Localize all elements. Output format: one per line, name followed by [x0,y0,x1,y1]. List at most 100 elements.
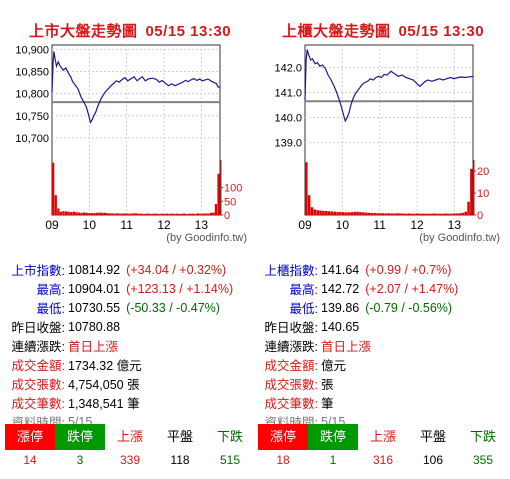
stat-label: 上櫃指數: [264,264,318,278]
breadth-header-limit-down: 跌停 [55,424,105,450]
volume-bar [401,213,405,215]
breadth-value-limit-down: 1 [329,453,337,467]
volume-bar [163,213,166,215]
stat-value: 億元 [321,359,347,373]
stat-row: 最低: 10730.55 (-50.33 / -0.47%) [5,298,255,317]
x-tick-label: 10 [83,218,97,232]
volume-bar [152,213,156,215]
volume-bar [114,213,117,215]
volume-bar [450,213,453,215]
twse-stats: 上市指數: 10814.92 (+34.04 / +0.32%) 最高: 10904.0… [5,260,255,431]
stat-row: 成交張數: 4,754,050 張 [5,374,255,393]
volume-bar [116,213,119,215]
breadth-header-advancers: 上漲 [116,429,143,444]
twse-intraday-chart: 09 10 11 12 13 10,700 10,750 10,800 10,850 10,900… [15,44,242,232]
tpex-intraday-chart: 09 10 11 12 13 139.0 140.0 141.0 142.0 0 10 20 [274,44,489,232]
breadth-value-limit-up: 14 [23,453,37,467]
volume-tick-label: 100 [224,183,242,195]
volume-bar [72,211,75,215]
stat-label: 成交張數: [11,378,65,392]
stat-row: 成交張數: 張 [258,374,508,393]
volume-bar [416,213,419,215]
breadth-value-decliners: 355 [472,453,494,467]
volume-bar [124,213,127,215]
stat-row: 昨日收盤: 140.65 [258,317,508,336]
volume-bar [134,213,137,215]
volume-bar [170,213,174,215]
stat-change: (+34.04 / +0.32%) [126,262,227,277]
x-tick-label: 12 [157,218,171,232]
volume-bar [407,213,411,215]
stat-change: (+123.13 / +1.14%) [126,281,234,296]
volume-bar [316,210,319,215]
y-tick-label: 142.0 [274,63,302,75]
stat-value: 張 [321,378,334,392]
stat-row: 昨日收盤: 10780.88 [5,317,255,336]
volume-bar [52,162,55,215]
stat-label: 上市指數: [11,264,65,278]
volume-bar [103,212,106,215]
volume-bar [430,213,433,215]
volume-bar [467,201,470,215]
stat-value: 142.72 [321,281,360,296]
volume-bar [119,213,122,215]
stat-row: 連續漲跌: 首日上漲 [5,336,255,355]
x-tick-label: 13 [195,218,209,232]
breadth-header-row: 漲停 跌停 上漲 平盤 下跌 [5,424,255,450]
volume-bar [447,213,450,215]
volume-bar [199,213,202,215]
volume-bar [126,213,130,215]
stat-label: 昨日收盤: [11,321,65,335]
breadth-value-row: 18 1 316 106 355 [258,450,508,470]
volume-bar [330,211,334,215]
price-line [51,51,221,124]
volume-bar [435,213,439,215]
volume-bar [342,212,345,215]
volume-bar [381,213,385,215]
volume-bar [324,211,328,215]
volume-bar [444,213,448,215]
volume-bar [101,212,104,215]
volume-bar [350,212,354,215]
volume-bar [353,211,356,215]
volume-bar [70,211,73,215]
y-tick-label: 10,750 [15,111,49,123]
volume-bar [344,212,348,215]
volume-tick-label: 20 [477,166,489,178]
volume-bar [93,213,96,215]
volume-bar [364,212,368,215]
stat-value: 筆 [321,397,334,411]
stat-row: 連續漲跌: 首日上漲 [258,336,508,355]
stat-row: 成交筆數: 筆 [258,393,508,412]
volume-bar [191,213,194,215]
volume-bar [370,213,374,215]
volume-bar [424,213,428,215]
volume-bar [387,213,391,215]
volume-bar [181,213,184,215]
volume-bar [217,173,220,215]
stat-row: 成交金額: 1734.32 億元 [5,355,255,374]
stat-row: 成交金額: 億元 [258,355,508,374]
stat-label: 昨日收盤: [264,321,318,335]
x-tick-label: 12 [410,218,424,232]
volume-bar [157,213,161,215]
stat-label: 成交筆數: [264,397,318,411]
stat-row: 成交筆數: 1,348,541 筆 [5,393,255,412]
stat-value: 首日上漲 [68,340,119,354]
volume-bar [470,168,473,215]
stat-value: 1,348,541 筆 [68,397,140,411]
breadth-value-unchanged: 118 [170,453,190,467]
volume-bar [188,213,192,215]
breadth-header-limit-up: 漲停 [258,424,308,450]
stat-label: 最低: [36,302,65,316]
volume-bar [458,213,462,215]
volume-bar [204,213,207,215]
volume-tick-label: 10 [477,188,489,200]
volume-bar [310,207,314,215]
volume-bar [75,212,78,215]
volume-bar [142,213,145,215]
volume-bar [194,213,197,215]
volume-bar [145,213,148,215]
stat-value: 139.86 [321,300,360,315]
volume-bar [453,213,456,215]
